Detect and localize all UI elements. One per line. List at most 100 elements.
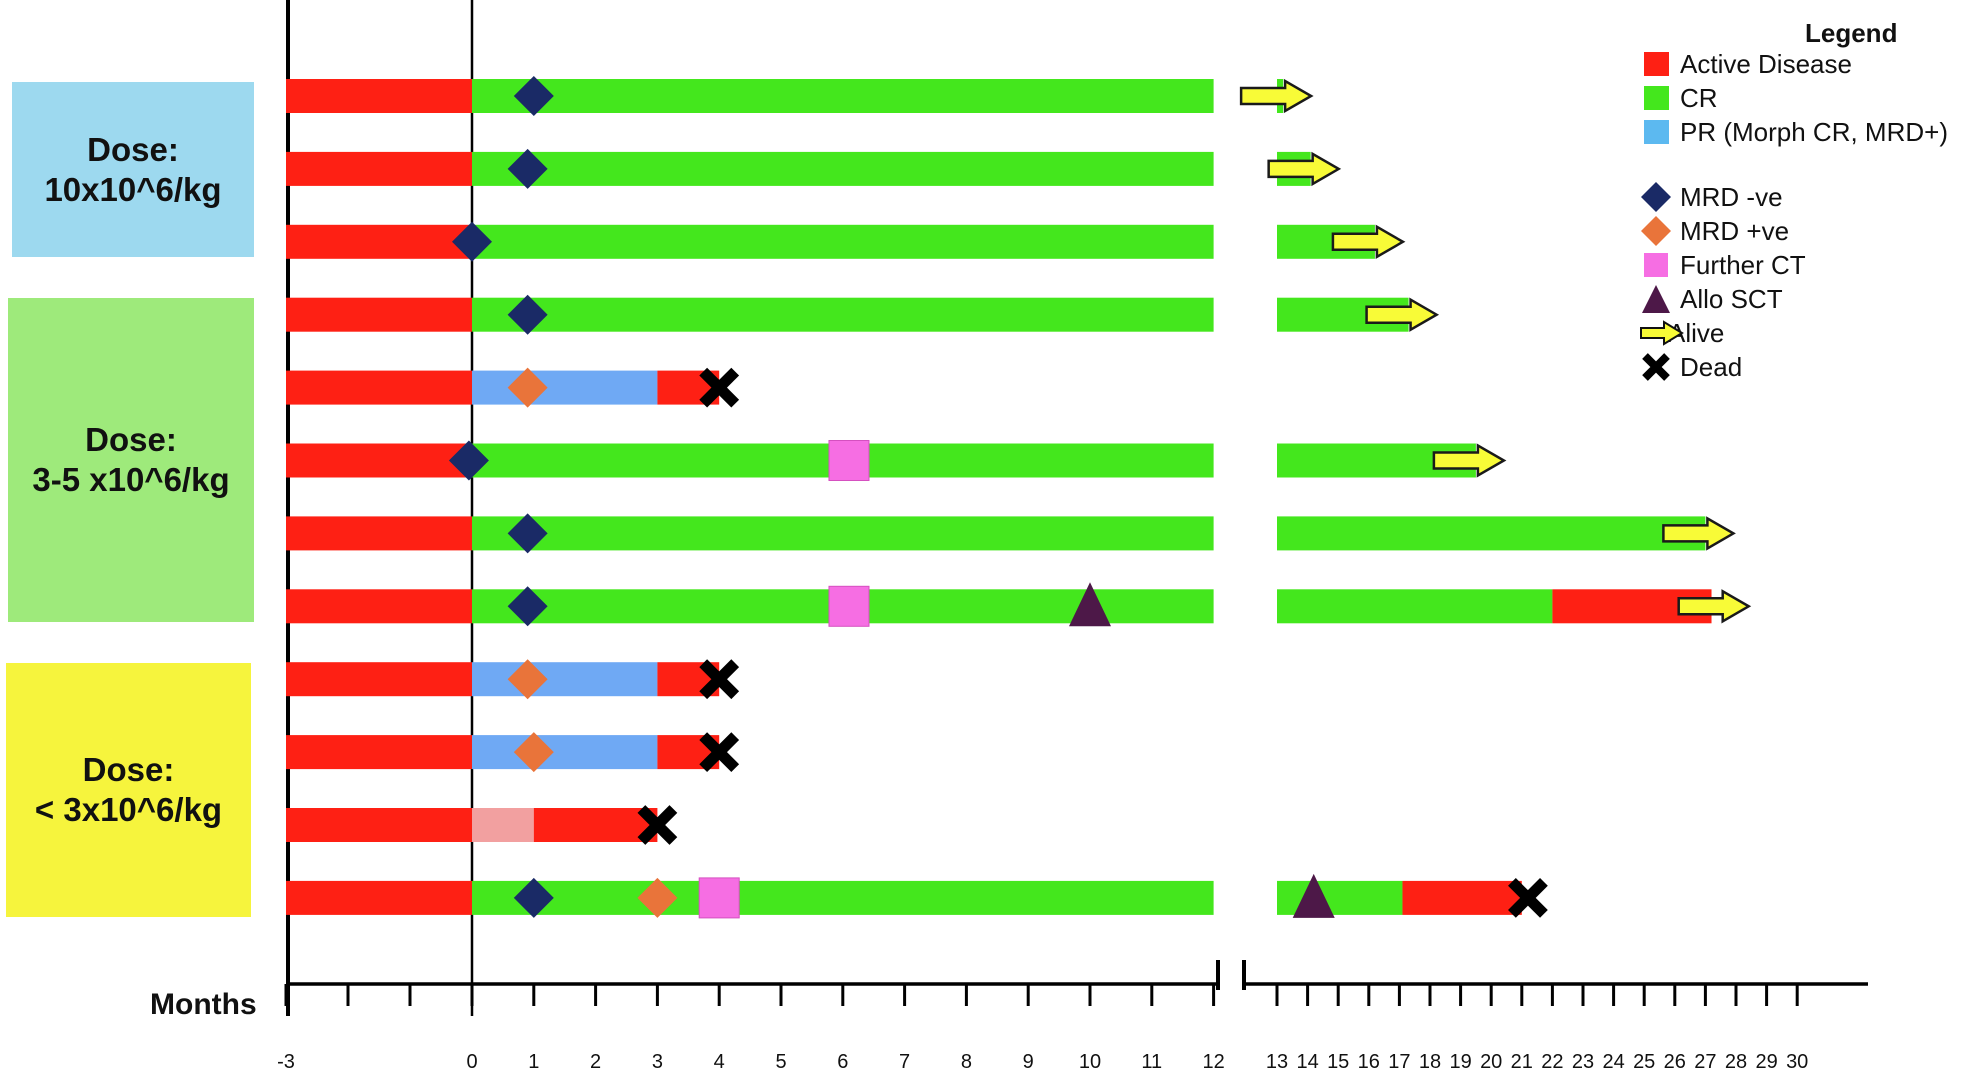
- legend-item-label: PR (Morph CR, MRD+): [1680, 116, 1948, 147]
- dose-group-high-line1: Dose:: [87, 130, 179, 168]
- bar-segment: [472, 880, 1214, 915]
- legend-item-label: Further CT: [1680, 249, 1806, 280]
- navy-diamond-icon: [1640, 182, 1672, 212]
- bar-segment: [286, 443, 472, 478]
- legend-item-label: CR: [1680, 82, 1718, 113]
- x-tick-label: 11: [1141, 1051, 1162, 1073]
- bar-segment: [533, 808, 658, 842]
- bar-segment: [286, 589, 472, 624]
- x-tick-label: 16: [1358, 1051, 1380, 1073]
- legend-item: MRD +ve: [1640, 216, 1789, 246]
- bar-segment: [286, 662, 472, 697]
- bar-segment: [472, 735, 658, 770]
- dead-marker: [637, 805, 678, 845]
- x-tick-label: 29: [1755, 1051, 1777, 1073]
- bar-segment: [1402, 880, 1522, 915]
- further-ct-marker: [698, 877, 740, 919]
- alive-arrow-marker: [1365, 297, 1440, 332]
- legend-item: Further CT: [1640, 250, 1806, 280]
- x-tick-label: 10: [1079, 1051, 1101, 1073]
- mrd-positive-marker: [507, 367, 548, 408]
- dead-marker: [1508, 878, 1548, 918]
- bar-segment: [286, 516, 472, 551]
- dose-group-mid-line2: 3-5 x10^6/kg: [32, 461, 230, 498]
- bar-segment: [472, 516, 1214, 551]
- legend-item: Dead: [1640, 352, 1742, 382]
- alive-arrow-marker: [1331, 224, 1406, 259]
- mrd-positive-marker: [513, 732, 554, 773]
- legend-title: Legend: [1805, 18, 1898, 48]
- dose-group-low-line2: < 3x10^6/kg: [34, 791, 223, 828]
- legend-item: PR (Morph CR, MRD+): [1640, 117, 1948, 147]
- x-tick-label: 8: [961, 1051, 972, 1073]
- x-tick-label: 15: [1327, 1051, 1349, 1073]
- bar-segment: [472, 808, 534, 842]
- x-tick-label: 23: [1572, 1051, 1594, 1073]
- legend-item: Active Disease: [1640, 49, 1852, 79]
- x-tick-label: 19: [1449, 1051, 1471, 1073]
- dose-group-high-line2: 10x10^6/kg: [44, 170, 222, 208]
- black-cross-icon: [1640, 352, 1672, 382]
- x-tick-label: 24: [1602, 1051, 1624, 1073]
- legend-item-label: MRD +ve: [1680, 215, 1790, 246]
- dead-marker: [699, 732, 740, 772]
- bar-segment: [286, 735, 472, 770]
- alive-arrow-marker: [1677, 589, 1752, 624]
- bar-segment: [286, 880, 472, 915]
- alive-arrow-marker: [1432, 443, 1507, 478]
- x-tick-label: 6: [837, 1051, 848, 1073]
- further-ct-marker: [828, 585, 870, 627]
- mrd-negative-marker: [513, 76, 554, 116]
- x-tick-label: 13: [1266, 1051, 1288, 1073]
- red-square-icon: [1640, 49, 1672, 79]
- blue-square-icon: [1640, 117, 1672, 147]
- legend-item: MRD -ve: [1640, 182, 1783, 212]
- mrd-negative-marker: [448, 440, 489, 481]
- bar-segment: [1277, 880, 1403, 915]
- green-square-icon: [1640, 83, 1672, 113]
- x-tick-label: 25: [1633, 1051, 1655, 1073]
- dose-group-low: Dose: < 3x10^6/kg: [6, 663, 251, 917]
- mrd-positive-marker: [507, 659, 548, 700]
- alive-arrow-marker: [1662, 516, 1736, 551]
- legend-item-label: Dead: [1680, 351, 1743, 382]
- dose-group-high: Dose: 10x10^6/kg: [12, 82, 254, 257]
- mrd-negative-marker: [507, 148, 548, 189]
- x-tick-label: 18: [1419, 1051, 1441, 1073]
- x-tick-label: 0: [466, 1051, 477, 1073]
- bar-segment: [472, 224, 1214, 259]
- dose-group-low-line1: Dose:: [82, 751, 175, 788]
- bar-segment: [286, 297, 472, 332]
- mrd-negative-marker: [452, 221, 492, 262]
- x-tick-label: 21: [1511, 1051, 1533, 1073]
- legend-item: CR: [1640, 83, 1718, 113]
- x-tick-label: 12: [1202, 1051, 1224, 1073]
- x-tick-label: 30: [1786, 1051, 1808, 1073]
- orange-diamond-icon: [1640, 216, 1672, 246]
- x-tick-label: 26: [1664, 1051, 1686, 1073]
- allo-sct-marker: [1292, 873, 1335, 918]
- legend-item: Allo SCT: [1640, 284, 1783, 314]
- alive-arrow-marker: [1267, 151, 1342, 187]
- bar-segment: [1277, 516, 1706, 551]
- dead-marker: [699, 659, 740, 700]
- mrd-negative-marker: [507, 294, 548, 335]
- mrd-negative-marker: [507, 586, 548, 627]
- bar-segment: [472, 297, 1214, 332]
- x-tick-label: 2: [590, 1051, 601, 1073]
- x-tick-label: -3: [277, 1051, 295, 1073]
- pink-square-icon: [1640, 250, 1672, 280]
- bar-segment: [286, 808, 472, 842]
- x-tick-label: 20: [1480, 1051, 1502, 1073]
- legend: Legend Active Disease CR PR (Morph CR, MRD…: [1640, 14, 1970, 394]
- legend-item-label: MRD -ve: [1680, 181, 1783, 212]
- purple-triangle-icon: [1640, 284, 1672, 314]
- x-tick-label: 7: [899, 1051, 910, 1073]
- x-tick-label: 5: [775, 1051, 786, 1073]
- bar-segment: [286, 224, 472, 259]
- x-tick-label: 4: [714, 1051, 725, 1073]
- bar-segment: [286, 151, 472, 186]
- legend-item: Alive: [1640, 318, 1724, 348]
- yellow-arrow-icon: [1640, 318, 1684, 348]
